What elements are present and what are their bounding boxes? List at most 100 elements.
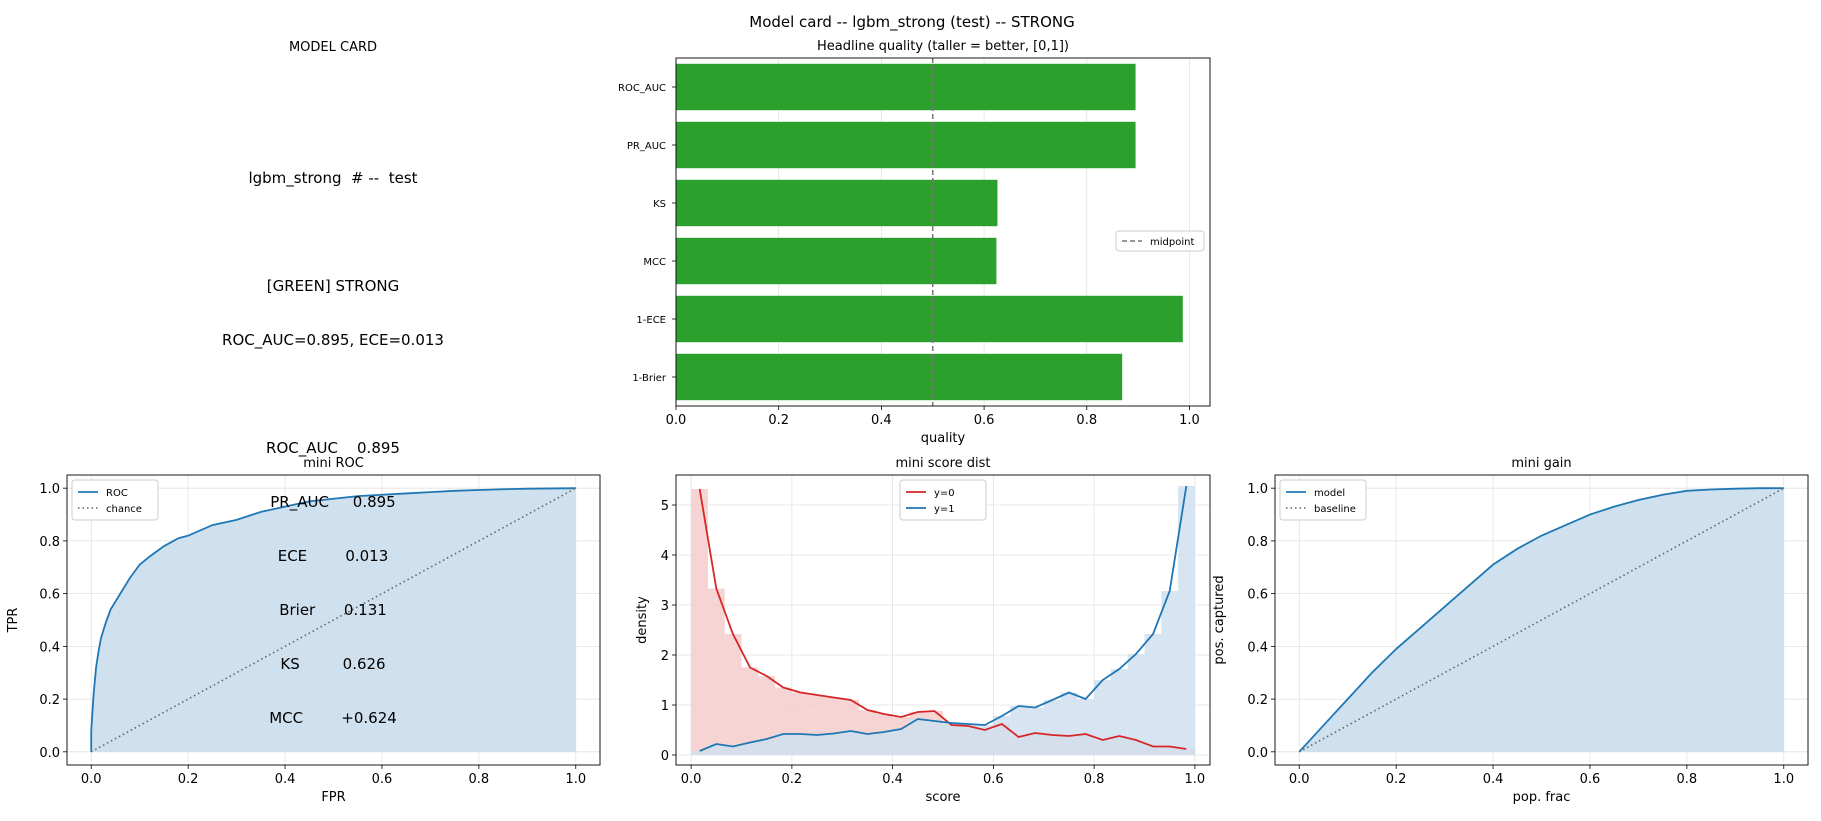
- histogram-bar: [875, 732, 893, 755]
- model-card-title: MODEL CARD: [289, 40, 377, 55]
- y-tick-label: 0.8: [39, 535, 60, 550]
- x-tick-label: 0.0: [681, 772, 702, 787]
- quality-bar: [676, 295, 1183, 343]
- metric-name: ROC_AUC: [266, 439, 338, 457]
- histogram-bar: [707, 588, 725, 755]
- histogram-bar: [1010, 706, 1027, 755]
- quality-bar: [676, 63, 1136, 111]
- histogram-bar: [1026, 707, 1044, 755]
- y-tick-label: 0.4: [1247, 640, 1268, 655]
- legend-label: ROC: [106, 488, 128, 499]
- baseline-line: [1298, 487, 1785, 753]
- y-tick-label: 0.8: [1247, 535, 1268, 550]
- model-card-summary: ROC_AUC=0.895, ECE=0.013: [222, 331, 444, 349]
- x-tick-label: 0.6: [983, 772, 1004, 787]
- histogram-bar: [691, 489, 708, 755]
- x-tick-label: 1.0: [1185, 772, 1206, 787]
- histogram-bar: [741, 667, 759, 755]
- histogram-bar: [808, 735, 826, 755]
- chart-title: mini ROC: [303, 456, 364, 471]
- y-axis-label: pos. captured: [1212, 575, 1227, 664]
- gain-chart: mini gain 0.0 0.2 0.4 0.6 0.8 1.0 0.0 0.2 0.4 0.6 0…: [1212, 456, 1809, 805]
- density-line: [698, 488, 1187, 750]
- histogram-bar: [1178, 486, 1195, 755]
- category-label: ROC_AUC: [618, 83, 666, 94]
- legend-box: [1279, 479, 1367, 521]
- quality-bar: [676, 121, 1136, 169]
- legend-label: baseline: [1314, 504, 1356, 515]
- histogram-bar: [926, 721, 943, 755]
- y-tick-label: 0.6: [39, 588, 60, 603]
- x-tick-label: 0.6: [1580, 772, 1601, 787]
- histogram-bar: [842, 731, 860, 755]
- histogram-bar: [724, 746, 742, 755]
- quality-bar: [676, 179, 998, 227]
- quality-bar: [676, 237, 997, 285]
- x-tick-label: 0.6: [372, 772, 393, 787]
- y-tick-label: 0.0: [1247, 746, 1268, 761]
- x-axis-label: pop. frac: [1513, 790, 1571, 805]
- x-tick-label: 0.2: [178, 772, 199, 787]
- category-label: 1-ECE: [636, 315, 666, 326]
- histogram-bar: [791, 734, 809, 755]
- x-tick-label: 0.8: [1084, 772, 1105, 787]
- histogram-bar: [825, 733, 843, 755]
- y-axis-label: density: [635, 596, 650, 644]
- histogram-bar: [1127, 654, 1145, 755]
- metric-value: 0.895: [357, 439, 400, 457]
- x-tick-label: 0.4: [1483, 772, 1504, 787]
- category-label: MCC: [643, 257, 666, 268]
- figure-title: Model card -- lgbm_strong (test) -- STRO…: [749, 13, 1075, 32]
- x-tick-label: 1.0: [1773, 772, 1794, 787]
- histogram-bar: [1060, 692, 1078, 755]
- metric-value: +0.624: [341, 709, 397, 727]
- model-card-metric-row: MCC +0.624: [183, 709, 483, 727]
- histogram-bar: [741, 742, 759, 755]
- plot-frame: [675, 474, 1211, 766]
- histogram-bar: [959, 724, 977, 755]
- legend-box: [899, 479, 987, 521]
- metric-name: PR_AUC: [270, 493, 329, 511]
- histogram-bar: [943, 723, 960, 755]
- y-tick-label: 1: [661, 699, 669, 714]
- x-tick-label: 0.6: [974, 413, 995, 428]
- y-tick-label: 0.2: [39, 693, 60, 708]
- model-card-metric-row: ROC_AUC 0.895: [183, 439, 483, 457]
- y-tick-label: 4: [661, 549, 669, 564]
- x-axis-label: FPR: [321, 790, 345, 805]
- quality-bar: [676, 353, 1123, 401]
- histogram-bar: [1161, 591, 1179, 755]
- histogram-bar: [707, 744, 725, 755]
- metric-value: 0.895: [352, 493, 396, 511]
- histogram-bar: [859, 734, 876, 755]
- x-tick-label: 0.0: [1289, 772, 1310, 787]
- legend-box: [71, 479, 159, 521]
- histogram-bar: [1043, 700, 1061, 755]
- model-card-metric-row: Brier 0.131: [183, 601, 483, 619]
- y-tick-label: 0.0: [39, 746, 60, 761]
- roc-chart: mini ROC 0.0 0.2 0.4 0.6 0.8 1.0 0.0 0.2 0.4 0.6 0.…: [6, 456, 601, 805]
- plot-frame: [66, 474, 601, 766]
- plot-frame: [675, 57, 1211, 407]
- y-tick-label: 3: [661, 599, 669, 614]
- x-tick-label: 0.2: [782, 772, 803, 787]
- x-tick-label: 1.0: [1179, 413, 1200, 428]
- histogram-bar: [909, 719, 927, 755]
- histogram-bar: [758, 739, 776, 755]
- y-tick-label: 0.6: [1247, 588, 1268, 603]
- model-card-header: lgbm_strong # -- test: [248, 169, 418, 187]
- histogram-bar: [1077, 699, 1095, 755]
- y-axis-label: TPR: [6, 608, 21, 634]
- model-card-metric-row: ECE 0.013: [183, 547, 483, 565]
- score-dist-chart: mini score dist 0.0 0.2 0.4 0.6 0.8 1.0 0 1 2 3 4 5 s…: [635, 456, 1211, 805]
- legend-label: y=0: [934, 488, 955, 499]
- x-tick-label: 0.0: [666, 413, 687, 428]
- y-tick-label: 0: [661, 749, 669, 764]
- chart-title: mini gain: [1511, 456, 1571, 471]
- plot-frame: [1274, 474, 1809, 766]
- metric-name: Brier: [279, 601, 316, 619]
- model-card-verdict: [GREEN] STRONG: [266, 277, 400, 295]
- x-axis-label: quality: [921, 431, 966, 446]
- y-tick-label: 0.4: [39, 640, 60, 655]
